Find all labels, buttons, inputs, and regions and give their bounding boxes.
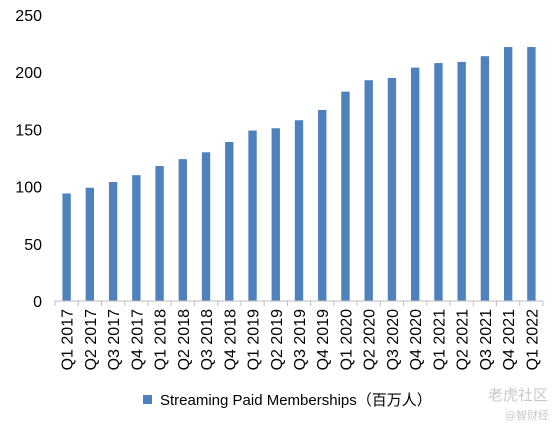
bar	[318, 109, 327, 301]
bar	[480, 56, 490, 302]
bar	[294, 120, 304, 301]
x-tick-label: Q1 2018	[153, 309, 170, 370]
legend-swatch	[143, 395, 152, 404]
y-axis: 0 50 100 150 200 250	[15, 8, 42, 311]
x-tick-label: Q4 2020	[408, 309, 425, 370]
bar	[62, 193, 71, 301]
x-tick-label: Q3 2018	[199, 309, 216, 370]
bar	[248, 130, 257, 301]
x-tick-label: Q3 2019	[292, 309, 309, 370]
y-tick-label: 100	[15, 180, 42, 197]
bar	[341, 91, 350, 302]
x-tick-label: Q1 2020	[338, 309, 355, 370]
y-tick-label: 250	[15, 8, 42, 25]
watermark-text: 老虎社区	[488, 386, 548, 404]
bar	[271, 128, 280, 301]
x-tick-label: Q2 2020	[362, 309, 379, 370]
bar	[155, 166, 164, 301]
x-tick-label: Q3 2020	[385, 309, 402, 370]
bar	[201, 152, 211, 301]
bar	[411, 67, 420, 302]
bar	[108, 182, 118, 301]
x-tick-label: Q2 2019	[269, 309, 286, 370]
y-tick-label: 0	[33, 294, 42, 311]
x-tick-label: Q1 2019	[246, 309, 263, 370]
bar	[132, 175, 141, 301]
x-tick-label: Q2 2018	[176, 309, 193, 370]
bar	[225, 141, 234, 301]
x-tick-label: Q1 2021	[431, 309, 448, 370]
x-tick-label: Q3 2021	[478, 309, 495, 370]
bar	[527, 47, 536, 301]
x-tick-label: Q2 2017	[83, 309, 100, 370]
bar	[85, 187, 95, 301]
bar	[387, 77, 397, 301]
x-tick-label: Q3 2017	[106, 309, 123, 370]
y-tick-label: 200	[15, 65, 42, 82]
y-tick-label: 50	[24, 237, 42, 254]
bar	[457, 61, 466, 302]
bars	[62, 47, 536, 302]
y-tick-label: 150	[15, 122, 42, 139]
x-tick-label: Q1 2017	[60, 309, 77, 370]
legend: Streaming Paid Memberships（百万人）	[143, 392, 432, 409]
watermark-subtext: @智财经	[505, 408, 549, 422]
x-axis: Q1 2017 Q2 2017 Q3 2017 Q4 2017 Q1 2018 Q2 20…	[54, 301, 544, 370]
x-tick-label: Q4 2018	[222, 309, 239, 370]
bar	[364, 80, 373, 302]
x-tick-label: Q4 2017	[129, 309, 146, 370]
x-tick-label: Q4 2019	[315, 309, 332, 370]
legend-label: Streaming Paid Memberships（百万人）	[160, 392, 432, 409]
x-tick-label: Q2 2021	[455, 309, 472, 370]
bar	[434, 63, 443, 301]
watermark: 老虎社区 @智财经	[488, 386, 549, 422]
bar	[503, 47, 513, 301]
bar	[178, 159, 187, 301]
x-tick-label: Q1 2022	[524, 309, 541, 370]
x-tick-label: Q4 2021	[501, 309, 518, 370]
